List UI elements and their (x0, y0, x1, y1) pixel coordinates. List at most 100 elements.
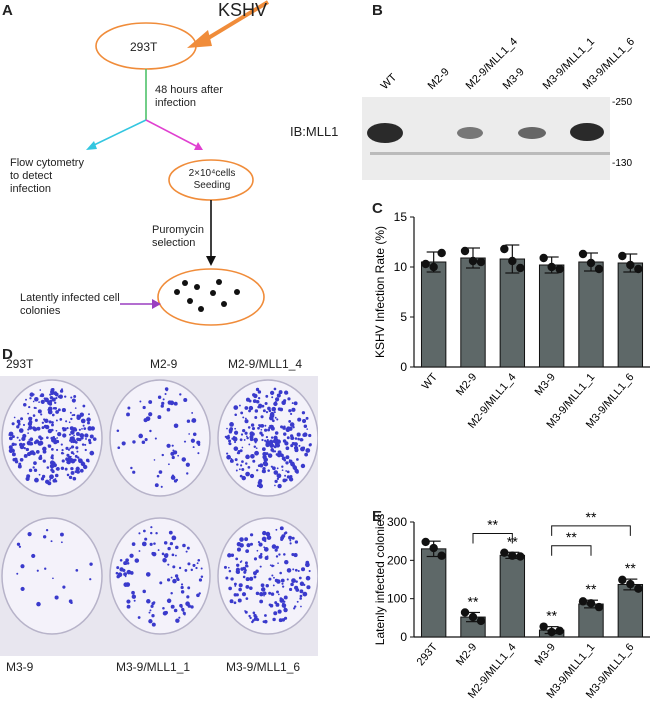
colony-dot (32, 414, 36, 417)
colony-dot (27, 531, 32, 537)
colony-dot (291, 578, 296, 583)
colony-dot (298, 444, 301, 447)
kshv-arrow (203, 0, 270, 42)
colony-dot (55, 419, 58, 422)
colony-dot (164, 393, 167, 396)
colony-dot (18, 545, 22, 548)
colony-dot (167, 563, 170, 566)
x-tick-label: 293T (415, 641, 440, 668)
colony-dot (166, 407, 171, 412)
colony-dot (272, 584, 275, 587)
colony-dot (273, 611, 278, 616)
colony-dot (245, 564, 249, 568)
colony-dot (269, 564, 272, 566)
colony-dot (70, 430, 75, 435)
colony-dot (253, 437, 258, 443)
colony-dot (129, 553, 134, 558)
colony-dot (241, 592, 247, 597)
colony-dot (241, 468, 245, 472)
colony-dot (60, 451, 64, 455)
colony-dot (276, 439, 281, 444)
colony-dot (154, 483, 159, 488)
colony-dot (275, 528, 278, 531)
colony-dot (162, 557, 167, 563)
colony-dot (286, 392, 289, 395)
colony-dot (148, 619, 153, 624)
colony-dot (69, 411, 72, 414)
colony-dot (265, 584, 269, 588)
colony-dot (84, 443, 87, 446)
colony-dot (263, 461, 269, 467)
bar (538, 264, 565, 368)
colony-dot (282, 426, 286, 430)
colony-dot (54, 401, 57, 404)
colony-dot (68, 455, 72, 459)
colony-dot (61, 408, 66, 413)
colony-dot (41, 474, 46, 479)
colony-dot (276, 467, 279, 470)
colony-dot (259, 463, 264, 468)
bar (420, 548, 447, 638)
colony-dot (261, 438, 264, 442)
colony-dot (225, 576, 229, 580)
colony-dot (273, 445, 277, 449)
colony-dot (289, 587, 293, 592)
colony-dot (48, 420, 52, 424)
colony-dot (245, 597, 249, 600)
colony-dot (278, 553, 281, 556)
colony-dot (200, 567, 203, 570)
colonies-label: Latently infected cell colonies (20, 292, 120, 317)
colony-dot (236, 547, 242, 552)
colony-dot (268, 591, 272, 595)
colony-dot (78, 428, 81, 431)
colony-dot (92, 437, 97, 441)
colony-dot (285, 461, 289, 465)
colony-dot (252, 459, 256, 463)
colony-dot (236, 463, 239, 466)
colony-dot (281, 603, 287, 608)
data-point (468, 256, 478, 266)
colony-dot (54, 392, 59, 397)
colony-dot (126, 412, 130, 417)
colony-dot (151, 622, 156, 627)
colony-dot (53, 437, 57, 442)
colony-dot (267, 453, 273, 458)
colony-dot (39, 438, 42, 441)
data-point (468, 612, 478, 622)
colony-dot (81, 428, 83, 430)
colony-dot (155, 532, 158, 535)
colony-dot (271, 544, 277, 549)
colony-dot (240, 567, 244, 571)
colony-dot (234, 441, 237, 444)
colony-dot (259, 565, 262, 568)
plate-label-m3-9-mll1-1: M3-9/MLL1_1 (116, 660, 191, 674)
colony-dot (72, 413, 76, 417)
colony-dot (245, 397, 251, 402)
colony-dot (275, 602, 280, 607)
colony-dot (273, 387, 277, 391)
colony-dot (272, 617, 276, 622)
colony-dot (32, 466, 35, 469)
colony-dot (279, 526, 284, 531)
colony-dot (33, 461, 37, 465)
colony-dot (230, 553, 235, 558)
colony-dot (86, 417, 91, 422)
colony-dot (299, 597, 303, 600)
colony-dot (89, 562, 93, 566)
colony-dot (133, 599, 136, 602)
colony-dot (49, 474, 54, 480)
colony-dot (251, 620, 254, 624)
colony-dot (262, 591, 267, 596)
colony-dot (18, 439, 21, 442)
colony-dot (82, 424, 85, 427)
colony-dot (134, 558, 140, 563)
colony-dot (263, 547, 269, 552)
colony-dot (277, 609, 282, 614)
colony-dot (238, 583, 243, 588)
colony-dot (262, 530, 267, 536)
colony-dot (293, 401, 298, 406)
colony-dot (249, 542, 254, 546)
colony-dot (285, 470, 288, 472)
colony-dot (71, 398, 76, 403)
